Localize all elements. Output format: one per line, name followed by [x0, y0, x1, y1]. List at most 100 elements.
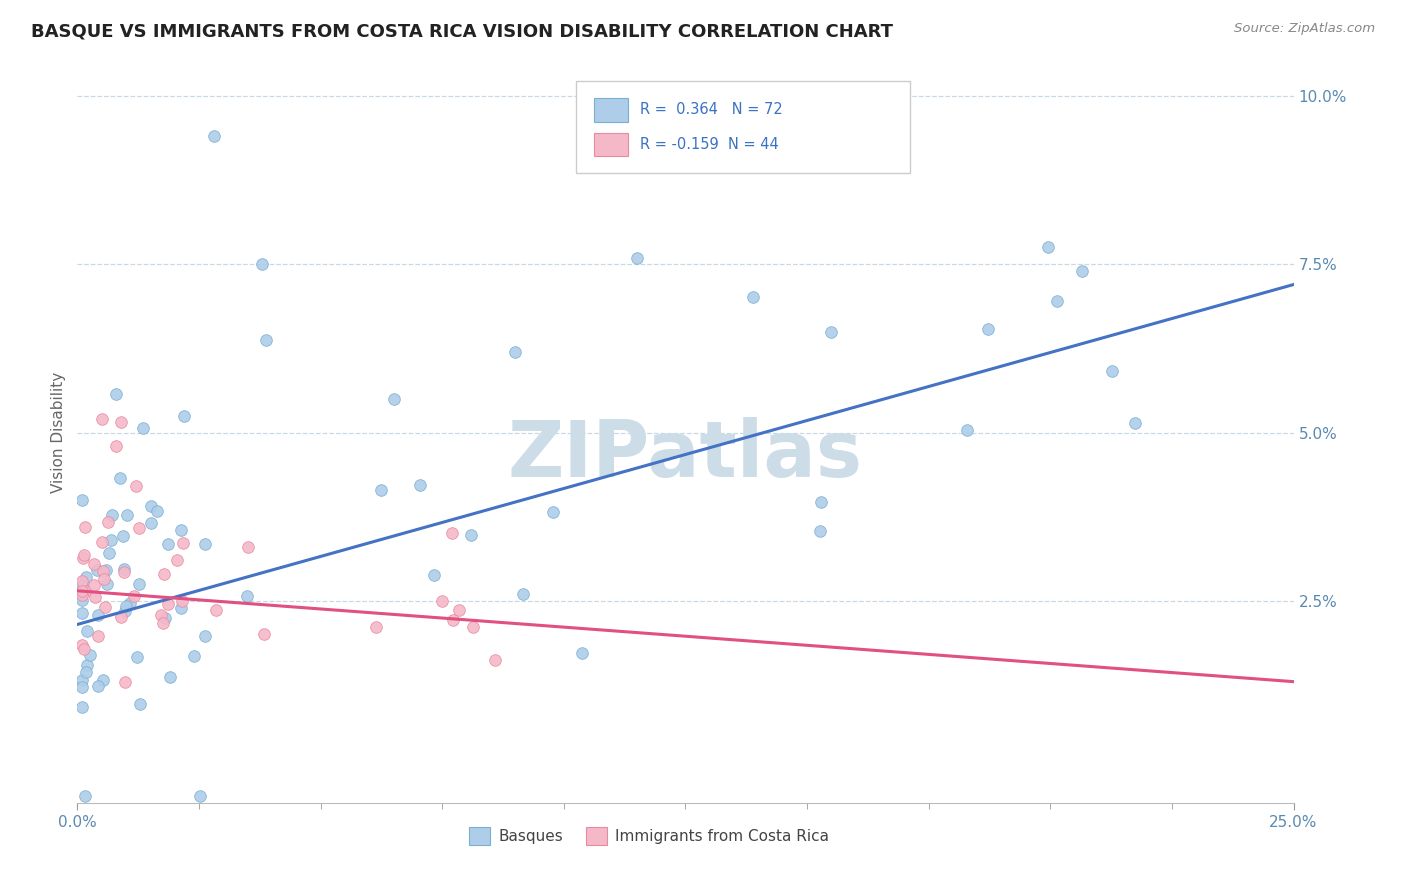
- Point: [194, 536, 217, 550]
- Point: [541, 505, 564, 519]
- Point: [86, 563, 108, 577]
- Point: [112, 562, 135, 576]
- Point: [169, 601, 191, 615]
- Point: [128, 521, 150, 535]
- Point: [366, 620, 388, 634]
- Point: [253, 627, 276, 641]
- Point: [86, 607, 108, 622]
- Point: [75, 570, 97, 584]
- Y-axis label: Vision Disability: Vision Disability: [51, 372, 66, 493]
- Point: [91, 564, 114, 578]
- Point: [70, 588, 93, 602]
- Point: [484, 653, 506, 667]
- Point: [460, 528, 482, 542]
- Point: [159, 670, 181, 684]
- Point: [166, 553, 188, 567]
- Point: [73, 642, 96, 657]
- Point: [157, 537, 180, 551]
- Point: [409, 478, 432, 492]
- Point: [441, 613, 464, 627]
- FancyBboxPatch shape: [595, 133, 628, 156]
- Point: [72, 550, 94, 565]
- Point: [117, 508, 139, 522]
- Point: [96, 577, 118, 591]
- Point: [125, 479, 148, 493]
- Point: [110, 609, 132, 624]
- Text: R =  0.364   N = 72: R = 0.364 N = 72: [640, 103, 783, 118]
- Point: [114, 604, 136, 618]
- Point: [1071, 263, 1094, 277]
- Point: [820, 325, 842, 339]
- Point: [83, 558, 105, 572]
- Point: [1101, 364, 1123, 378]
- Point: [75, 583, 97, 598]
- Legend: Basques, Immigrants from Costa Rica: Basques, Immigrants from Costa Rica: [463, 821, 835, 851]
- Point: [70, 592, 93, 607]
- Point: [188, 789, 211, 803]
- Point: [76, 624, 98, 639]
- FancyBboxPatch shape: [576, 81, 911, 173]
- Point: [461, 620, 484, 634]
- Point: [90, 535, 112, 549]
- Point: [150, 607, 173, 622]
- Point: [503, 344, 526, 359]
- Point: [977, 322, 1000, 336]
- Point: [122, 589, 145, 603]
- Point: [440, 525, 463, 540]
- Point: [194, 629, 217, 643]
- Point: [810, 495, 832, 509]
- Text: ZIPatlas: ZIPatlas: [508, 417, 863, 493]
- Point: [132, 421, 155, 435]
- Point: [254, 333, 277, 347]
- Point: [70, 681, 93, 695]
- Point: [70, 583, 93, 598]
- Point: [183, 648, 205, 663]
- Point: [512, 587, 534, 601]
- Point: [90, 412, 112, 426]
- Point: [808, 524, 831, 538]
- Point: [100, 508, 122, 523]
- Point: [97, 515, 120, 529]
- Point: [100, 533, 122, 547]
- Point: [112, 529, 135, 543]
- Point: [110, 416, 132, 430]
- Point: [70, 638, 93, 652]
- Point: [87, 629, 110, 643]
- Point: [173, 409, 195, 423]
- Point: [153, 611, 176, 625]
- Point: [70, 492, 93, 507]
- Point: [129, 698, 152, 712]
- Point: [72, 548, 94, 562]
- Point: [449, 603, 471, 617]
- Point: [79, 648, 101, 663]
- Point: [75, 665, 97, 679]
- Point: [250, 257, 273, 271]
- Point: [91, 673, 114, 688]
- Point: [956, 423, 979, 437]
- Point: [72, 700, 94, 714]
- Point: [423, 568, 446, 582]
- Point: [87, 679, 110, 693]
- Point: [120, 596, 142, 610]
- Text: Source: ZipAtlas.com: Source: ZipAtlas.com: [1234, 22, 1375, 36]
- Point: [83, 590, 105, 604]
- Point: [70, 673, 93, 688]
- Point: [146, 504, 169, 518]
- Point: [125, 650, 148, 665]
- Point: [236, 589, 259, 603]
- Point: [104, 387, 127, 401]
- Point: [70, 578, 93, 592]
- Point: [571, 646, 593, 660]
- Point: [115, 599, 138, 614]
- Point: [93, 600, 115, 615]
- Point: [382, 392, 405, 406]
- Point: [141, 516, 163, 530]
- Point: [1036, 240, 1059, 254]
- Point: [141, 499, 163, 513]
- Point: [73, 789, 96, 803]
- Point: [157, 597, 180, 611]
- Point: [112, 565, 135, 579]
- Point: [152, 616, 174, 631]
- Point: [128, 577, 150, 591]
- Point: [76, 658, 98, 673]
